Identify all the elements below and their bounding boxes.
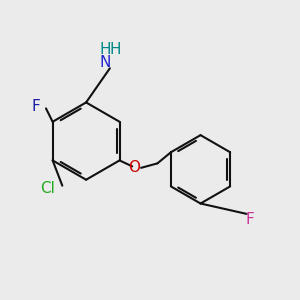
Text: Cl: Cl	[40, 181, 55, 196]
Text: F: F	[31, 99, 40, 114]
Text: H: H	[100, 42, 111, 57]
Text: N: N	[100, 55, 111, 70]
Text: F: F	[245, 212, 254, 227]
Text: H: H	[110, 42, 121, 57]
Text: O: O	[128, 160, 140, 175]
